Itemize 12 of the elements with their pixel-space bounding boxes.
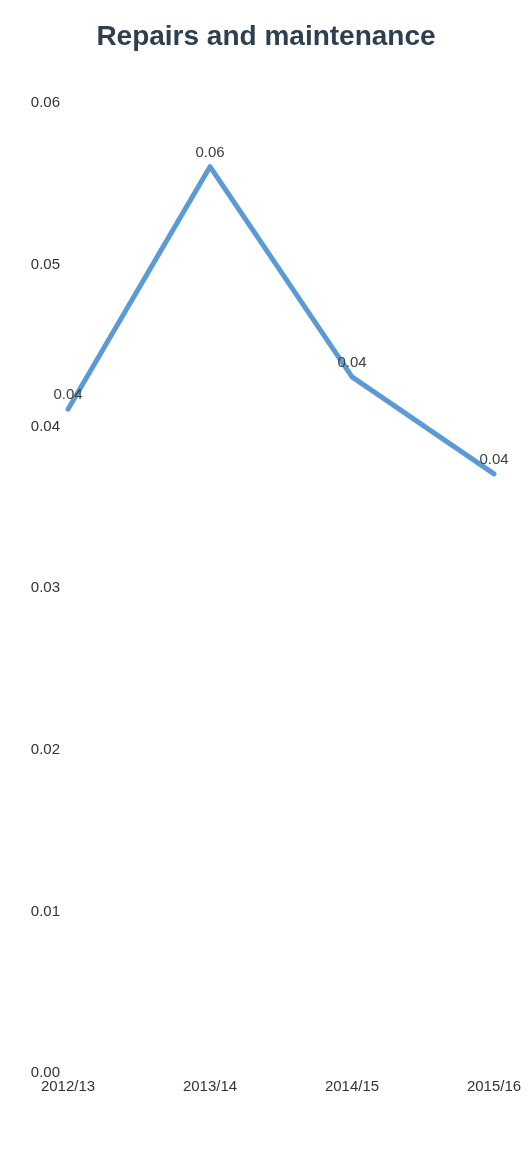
chart-title: Repairs and maintenance [95,20,437,52]
data-label: 0.06 [195,142,225,160]
x-tick-label: 2014/15 [324,1076,380,1094]
y-tick-label: 0.04 [30,416,60,434]
y-tick-label: 0.02 [30,739,60,757]
y-tick-label: 0.06 [30,93,60,111]
y-tick-label: 0.01 [30,901,60,919]
y-tick-label: 0.05 [30,254,60,272]
data-label: 0.04 [479,449,509,467]
x-tick-label: 2013/14 [182,1076,238,1094]
y-tick-label: 0.03 [30,578,60,596]
x-tick-label: 2015/16 [466,1076,522,1094]
